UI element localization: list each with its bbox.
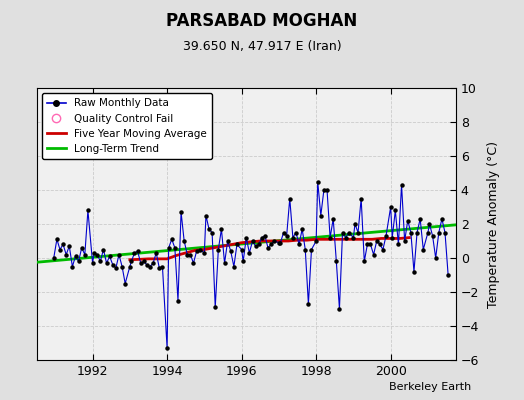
Y-axis label: Temperature Anomaly (°C): Temperature Anomaly (°C) <box>487 140 500 308</box>
Legend: Raw Monthly Data, Quality Control Fail, Five Year Moving Average, Long-Term Tren: Raw Monthly Data, Quality Control Fail, … <box>42 93 212 159</box>
Text: PARSABAD MOGHAN: PARSABAD MOGHAN <box>167 12 357 30</box>
Text: Berkeley Earth: Berkeley Earth <box>389 382 472 392</box>
Text: 39.650 N, 47.917 E (Iran): 39.650 N, 47.917 E (Iran) <box>183 40 341 53</box>
